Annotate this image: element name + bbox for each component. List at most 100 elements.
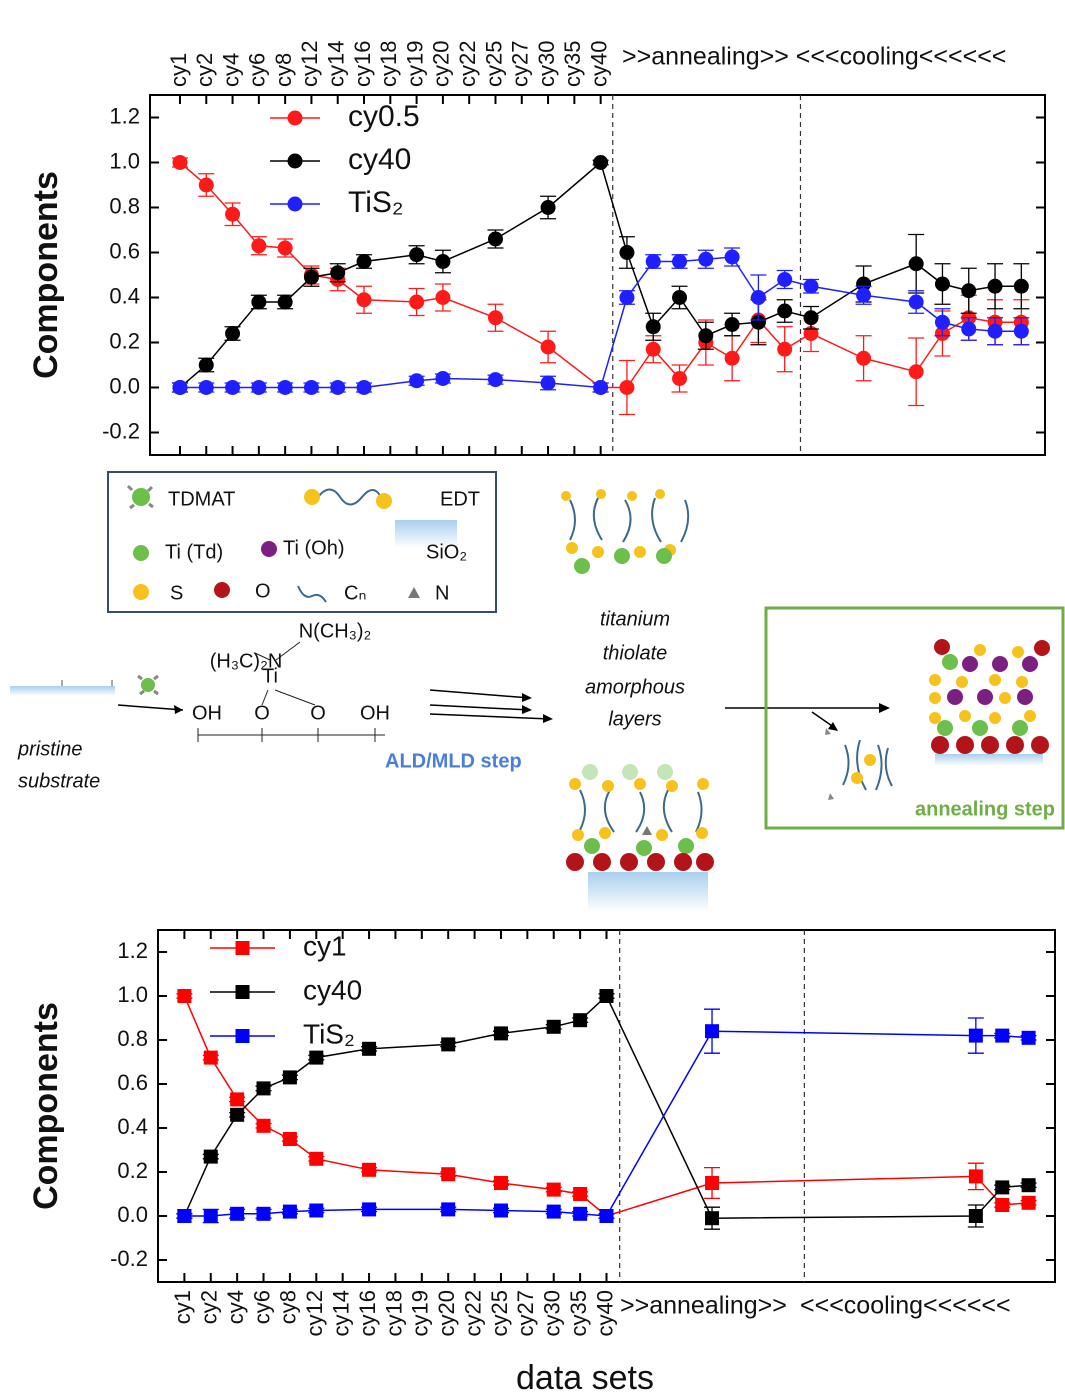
marker (803, 278, 819, 294)
annotation: >>annealing>> (620, 1292, 787, 1320)
y-tick-label: 0.0 (117, 1202, 148, 1227)
marker (409, 373, 425, 389)
molecule-label: N(CH₃)₂ (299, 620, 372, 642)
marker (724, 249, 740, 265)
marker (177, 1209, 192, 1223)
y-tick-label: 0.4 (109, 283, 140, 308)
legend-label: EDT (440, 488, 480, 510)
x-tick-label: cy27 (513, 1290, 538, 1336)
substrate-tick (61, 680, 113, 686)
marker (435, 254, 451, 269)
substrate-label: substrate (18, 770, 100, 792)
marker (198, 177, 214, 193)
marker (309, 1050, 324, 1065)
marker (441, 1202, 456, 1217)
marker (493, 1203, 508, 1218)
marker (619, 290, 635, 305)
marker (573, 1206, 588, 1221)
arrow-head (828, 722, 838, 731)
marker (330, 380, 346, 395)
legend-swatch (287, 110, 303, 126)
marker (309, 1203, 324, 1218)
marker (435, 371, 451, 386)
x-tick-label: cy25 (481, 41, 506, 87)
step-label: annealing step (915, 798, 1055, 820)
arrow-head (879, 703, 890, 713)
x-tick-label: cy4 (218, 53, 243, 87)
marker (593, 155, 609, 170)
marker (251, 294, 267, 310)
marker (987, 278, 1003, 294)
marker (282, 1070, 297, 1085)
annotation: <<<cooling<<<<<< (800, 1292, 1011, 1320)
marker (230, 1107, 245, 1122)
marker (908, 294, 924, 310)
marker (282, 1132, 297, 1146)
layer-label: layers (608, 708, 661, 730)
marker (435, 290, 451, 305)
marker (172, 155, 188, 170)
byproduct (851, 772, 863, 784)
layer-label: titanium (600, 608, 670, 630)
legend-label: SiO₂ (426, 541, 467, 563)
x-tick-label: cy35 (566, 1290, 591, 1336)
legend-swatch (235, 985, 250, 999)
annotation: >>annealing>> <<<cooling<<<<<< (622, 43, 1006, 71)
legend-swatch (287, 153, 303, 169)
marker (540, 200, 556, 215)
marker (487, 310, 503, 326)
marker (540, 375, 556, 391)
marker (968, 1169, 983, 1184)
y-tick-label: -0.2 (110, 1246, 148, 1271)
arrow (117, 704, 184, 711)
marker (856, 276, 872, 292)
y-axis-label: Components (27, 171, 65, 379)
marker (203, 1050, 218, 1065)
marker (493, 1176, 508, 1190)
cn-icon (297, 585, 327, 603)
byproduct (825, 728, 834, 800)
marker (256, 1206, 271, 1221)
edt-icon (317, 488, 383, 506)
marker (698, 328, 714, 344)
layer-label: thiolate (603, 642, 668, 664)
marker (225, 380, 241, 395)
legend-label: TiS₂ (348, 186, 404, 219)
crystal-stack (929, 639, 1050, 766)
marker (908, 364, 924, 380)
y-tick-label: 1.0 (109, 148, 140, 173)
edt-icon (376, 493, 392, 509)
marker (1013, 278, 1029, 294)
x-tick-label: cy14 (324, 41, 349, 87)
sio2-icon (395, 520, 457, 548)
y-tick-label: -0.2 (102, 418, 140, 443)
molecule-label: O (254, 702, 270, 724)
marker (777, 303, 793, 319)
marker (277, 294, 293, 310)
marker (995, 1198, 1010, 1212)
x-tick-label: cy20 (434, 1290, 459, 1336)
molecule-label: Ti (262, 665, 278, 687)
marker (309, 1151, 324, 1166)
marker (777, 341, 793, 357)
marker (995, 1180, 1010, 1195)
x-tick-label: cy1 (170, 1290, 195, 1324)
y-tick-label: 1.0 (117, 982, 148, 1007)
substrate-label: pristine (17, 738, 82, 760)
x-tick-label: cy12 (302, 1290, 327, 1336)
x-tick-label: cy40 (586, 41, 611, 87)
marker (856, 350, 872, 366)
marker (705, 1176, 720, 1190)
molecule-label: OH (192, 702, 222, 724)
s-icon (133, 584, 149, 600)
x-tick-label: cy35 (560, 41, 585, 87)
ti-oh-icon (261, 541, 277, 557)
step-label: ALD/MLD step (385, 750, 522, 772)
legend-label: cy1 (303, 930, 347, 961)
byproduct (842, 739, 893, 791)
ti-td-icon (133, 545, 149, 561)
x-tick-label: cy20 (429, 41, 454, 87)
marker (356, 292, 372, 308)
marker (599, 1209, 614, 1223)
